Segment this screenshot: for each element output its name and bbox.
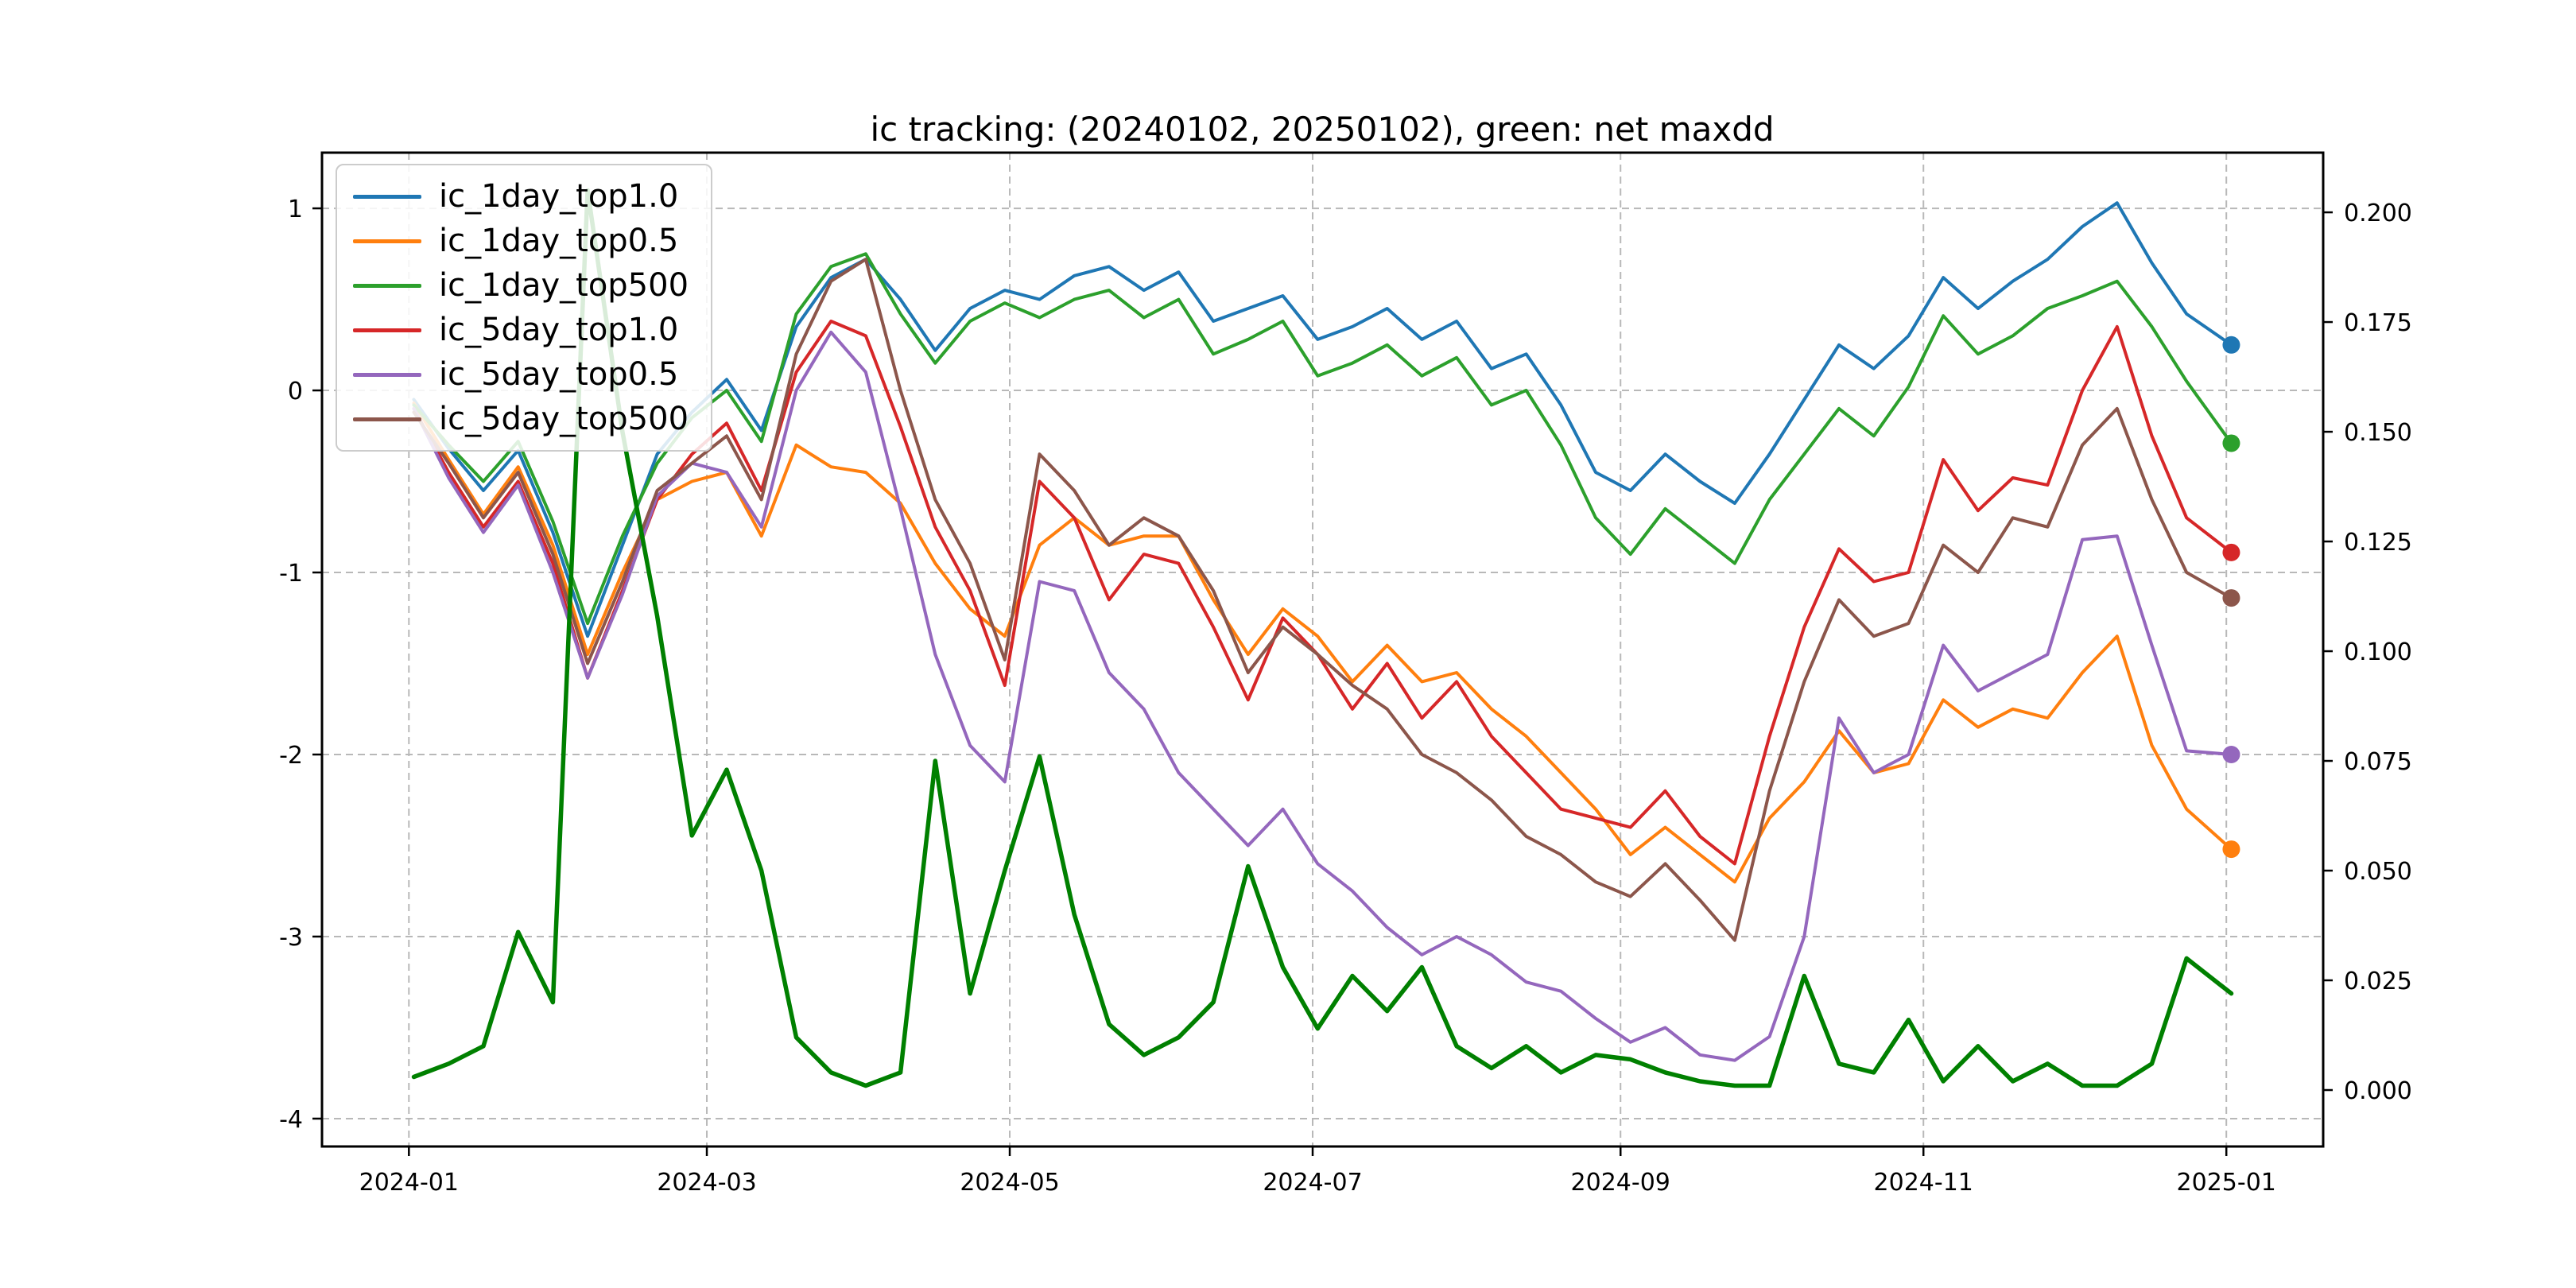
plot-border [320, 151, 2325, 1148]
x-tick-label: 2024-01 [359, 1169, 459, 1197]
series-end-dot-ic_5day_top500 [2222, 589, 2240, 607]
series-line-ic_1day_top500 [412, 252, 2233, 626]
series-line-net_maxdd [411, 188, 2234, 1088]
legend-item-ic_5day_top0.5: ic_5day_top0.5 [353, 356, 689, 393]
y-left-tick-label: 0 [288, 378, 303, 405]
legend-item-ic_5day_top500: ic_5day_top500 [353, 401, 689, 437]
legend-label: ic_5day_top0.5 [439, 356, 679, 393]
y-right-tick-label: 0.000 [2344, 1077, 2412, 1105]
y-right-tick-label: 0.075 [2344, 748, 2412, 776]
y-left-tick-label: -1 [279, 560, 303, 588]
x-tick-label: 2024-07 [1263, 1169, 1362, 1197]
legend-item-ic_5day_top1.0: ic_5day_top1.0 [353, 312, 689, 348]
y-right-tick-label: 0.175 [2344, 309, 2412, 337]
legend-line-swatch [353, 417, 421, 421]
legend-item-ic_1day_top500: ic_1day_top500 [353, 267, 689, 304]
series-end-dot-ic_1day_top0.5 [2222, 840, 2240, 859]
legend-label: ic_1day_top0.5 [439, 223, 679, 259]
legend-label: ic_1day_top500 [439, 267, 689, 304]
series-end-dot-ic_1day_top500 [2222, 434, 2240, 452]
legend-label: ic_1day_top1.0 [439, 178, 679, 215]
y-right-tick-label: 0.025 [2344, 968, 2412, 995]
legend-label: ic_5day_top500 [439, 401, 689, 437]
chart-title: ic tracking: (20240102, 20250102), green… [870, 110, 1775, 149]
x-tick-label: 2024-11 [1874, 1169, 1973, 1197]
series-line-ic_1day_top0.5 [412, 402, 2233, 884]
legend-line-swatch [353, 194, 421, 199]
legend-line-swatch [353, 283, 421, 288]
series-line-ic_1day_top1.0 [412, 201, 2233, 638]
y-right-tick-label: 0.100 [2344, 638, 2412, 666]
series-line-ic_5day_top0.5 [412, 330, 2233, 1062]
series-end-dot-ic_5day_top1.0 [2222, 543, 2240, 561]
x-tick-label: 2025-01 [2177, 1169, 2276, 1197]
y-right-tick-label: 0.150 [2344, 419, 2412, 447]
legend-item-ic_1day_top0.5: ic_1day_top0.5 [353, 223, 689, 259]
series-end-dot-ic_1day_top1.0 [2222, 336, 2240, 354]
y-left-tick-label: -2 [279, 742, 303, 770]
series-line-ic_5day_top500 [412, 258, 2233, 942]
chart-legend: ic_1day_top1.0 ic_1day_top0.5 ic_1day_top5… [336, 164, 713, 452]
y-left-tick-label: 1 [288, 196, 303, 223]
legend-item-ic_1day_top1.0: ic_1day_top1.0 [353, 178, 689, 215]
series-end-dot-ic_5day_top0.5 [2222, 746, 2240, 764]
y-left-tick-label: -4 [279, 1106, 303, 1134]
legend-line-swatch [353, 328, 421, 332]
y-right-tick-label: 0.050 [2344, 858, 2412, 886]
legend-line-swatch [353, 372, 421, 377]
y-right-tick-label: 0.125 [2344, 529, 2412, 557]
x-tick-label: 2024-03 [657, 1169, 756, 1197]
legend-line-swatch [353, 239, 421, 243]
legend-label: ic_5day_top1.0 [439, 312, 679, 348]
x-tick-label: 2024-05 [960, 1169, 1059, 1197]
y-left-tick-label: -3 [279, 924, 303, 952]
y-right-tick-label: 0.200 [2344, 200, 2412, 227]
x-tick-label: 2024-09 [1571, 1169, 1670, 1197]
